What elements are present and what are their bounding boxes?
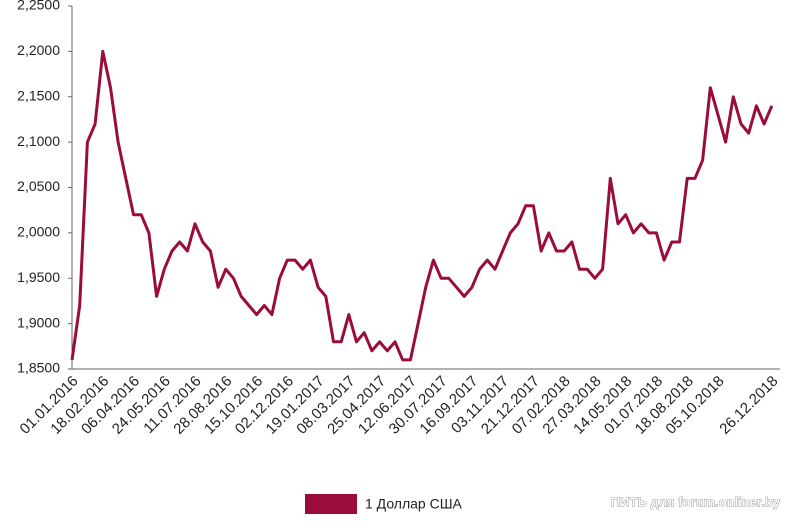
- y-tick-label: 2,1500: [17, 87, 60, 103]
- series-line: [70, 49, 774, 362]
- watermark: ПИТЬ для forum.onliner.by: [611, 494, 781, 509]
- legend-swatch: [305, 494, 357, 514]
- y-tick-label: 1,9500: [17, 269, 60, 285]
- y-tick-label: 1,9000: [17, 314, 60, 330]
- legend-label: 1 Доллар США: [365, 496, 463, 512]
- y-tick-label: 2,1000: [17, 133, 60, 149]
- y-tick-label: 1,8500: [17, 360, 60, 376]
- y-tick-label: 2,0500: [17, 178, 60, 194]
- y-tick-label: 2,2000: [17, 42, 60, 58]
- y-tick-label: 2,2500: [17, 0, 60, 13]
- y-tick-label: 2,0000: [17, 224, 60, 240]
- x-tick-label: 26.12.2018: [716, 373, 781, 438]
